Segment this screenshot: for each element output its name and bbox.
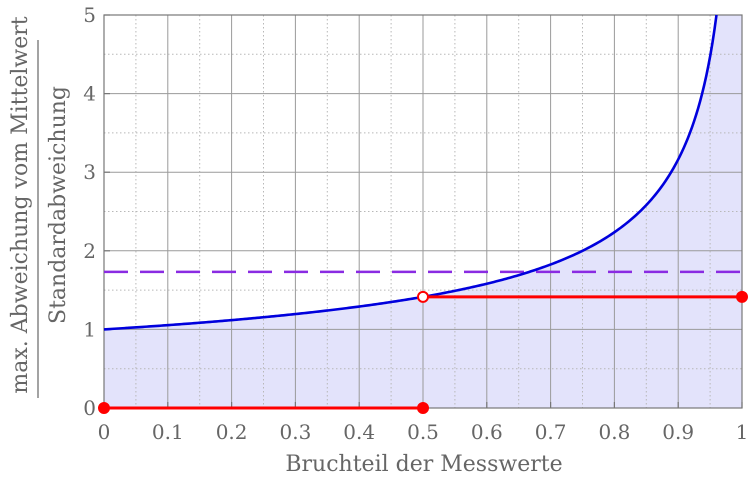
x-tick-label: 0.2 bbox=[216, 420, 248, 444]
step-open-marker bbox=[417, 290, 429, 303]
x-tick-label: 0.9 bbox=[662, 420, 694, 444]
y-axis-label-denominator: Standardabweichung bbox=[46, 86, 71, 324]
tick-labels: 0 0.1 0.2 0.3 0.4 0.5 0.6 0.7 0.8 0.9 1 0 1 2 3 4 5 bbox=[83, 3, 748, 444]
curve-line bbox=[103, 14, 718, 331]
x-tick-label: 0.4 bbox=[343, 420, 375, 444]
x-tick-label: 0.1 bbox=[152, 420, 184, 444]
x-tick-label: 1 bbox=[736, 420, 749, 444]
y-axis-label: max. Abweichung vom Mittelwert Standarda… bbox=[8, 16, 71, 398]
y-tick-label: 0 bbox=[83, 396, 96, 420]
x-tick-label: 0.7 bbox=[535, 420, 567, 444]
y-tick-label: 1 bbox=[83, 317, 96, 341]
area-fill bbox=[104, 15, 742, 408]
y-tick-label: 2 bbox=[83, 239, 96, 263]
curve-area-fill bbox=[104, 15, 742, 408]
x-tick-label: 0.6 bbox=[471, 420, 503, 444]
step-filled-marker bbox=[736, 290, 748, 303]
y-axis-label-numerator: max. Abweichung vom Mittelwert bbox=[8, 16, 33, 393]
step-filled-marker bbox=[417, 402, 429, 414]
x-tick-label: 0.8 bbox=[598, 420, 630, 444]
x-tick-label: 0 bbox=[98, 420, 111, 444]
series bbox=[98, 14, 748, 414]
y-tick-label: 4 bbox=[83, 82, 96, 106]
y-tick-label: 3 bbox=[83, 160, 96, 184]
x-axis-label: Bruchteil der Messwerte bbox=[285, 452, 562, 477]
y-tick-label: 5 bbox=[83, 3, 96, 27]
step-filled-marker bbox=[98, 402, 110, 414]
x-tick-label: 0.5 bbox=[407, 420, 439, 444]
x-tick-label: 0.3 bbox=[279, 420, 311, 444]
